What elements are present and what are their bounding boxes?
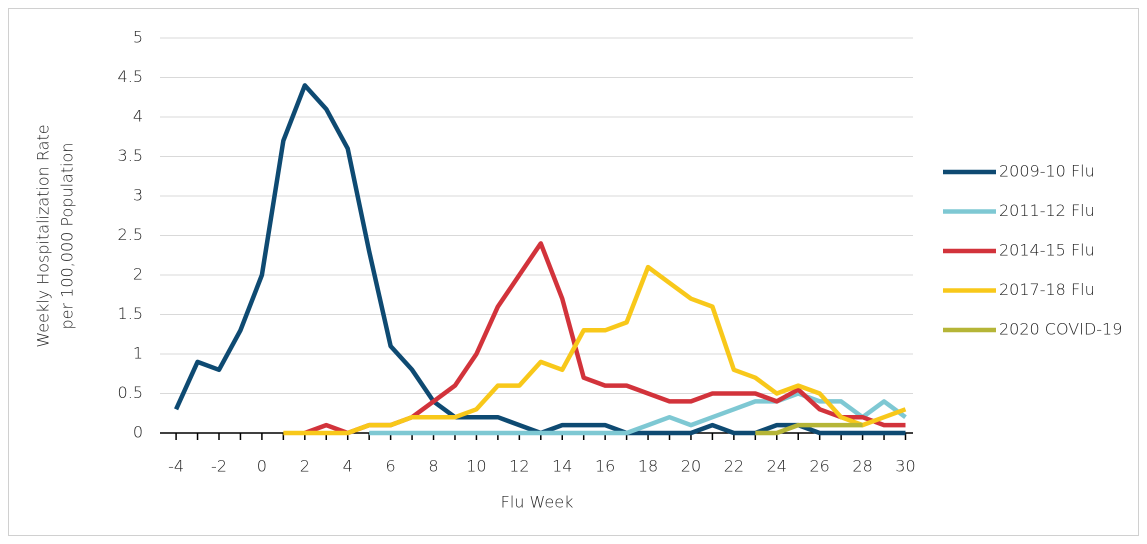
- x-tick-label: 20: [681, 457, 701, 476]
- x-tick-label: 18: [638, 457, 658, 476]
- x-tick-label: 28: [852, 457, 872, 476]
- y-tick-label: 1.5: [118, 304, 143, 323]
- x-tick-label: 4: [343, 457, 353, 476]
- x-tick-label: 8: [428, 457, 438, 476]
- legend-label: 2017-18 Flu: [999, 280, 1095, 299]
- y-tick-label: 3.5: [118, 146, 143, 165]
- legend-label: 2009-10 Flu: [999, 162, 1095, 181]
- x-tick-label: -2: [211, 457, 227, 476]
- legend-label: 2011-12 Flu: [999, 201, 1095, 220]
- x-tick-label: 16: [595, 457, 615, 476]
- series-line: [369, 391, 907, 436]
- x-tick-label: 12: [509, 457, 529, 476]
- series-line: [755, 422, 863, 436]
- x-tick-label: 14: [552, 457, 572, 476]
- legend-label: 2020 COVID-19: [999, 320, 1122, 339]
- y-tick-label: 4.5: [118, 67, 143, 86]
- y-tick-label: 2: [133, 265, 143, 284]
- x-tick-label: -4: [168, 457, 184, 476]
- y-tick-label: 1: [133, 344, 143, 363]
- x-tick-label: 26: [809, 457, 829, 476]
- legend-label: 2014-15 Flu: [999, 241, 1095, 260]
- x-tick-label: 24: [767, 457, 787, 476]
- y-tick-label: 3: [133, 186, 143, 205]
- x-tick-label: 6: [386, 457, 396, 476]
- y-axis-label: Weekly Hospitalization Rate: [34, 124, 53, 347]
- x-tick-label: 0: [257, 457, 267, 476]
- y-tick-label: 0: [133, 423, 143, 442]
- y-axis-label: per 100,000 Population: [58, 143, 77, 330]
- y-tick-label: 5: [133, 28, 143, 47]
- x-tick-label: 10: [466, 457, 486, 476]
- x-axis-label: Flu Week: [501, 493, 574, 512]
- x-tick-label: 2: [300, 457, 310, 476]
- series-line: [283, 264, 907, 436]
- x-tick-label: 22: [724, 457, 744, 476]
- y-tick-label: 4: [133, 107, 143, 126]
- y-tick-label: 2.5: [118, 225, 143, 244]
- x-tick-label: 30: [895, 457, 915, 476]
- y-tick-label: 0.5: [118, 383, 143, 402]
- chart-border: [8, 8, 1139, 536]
